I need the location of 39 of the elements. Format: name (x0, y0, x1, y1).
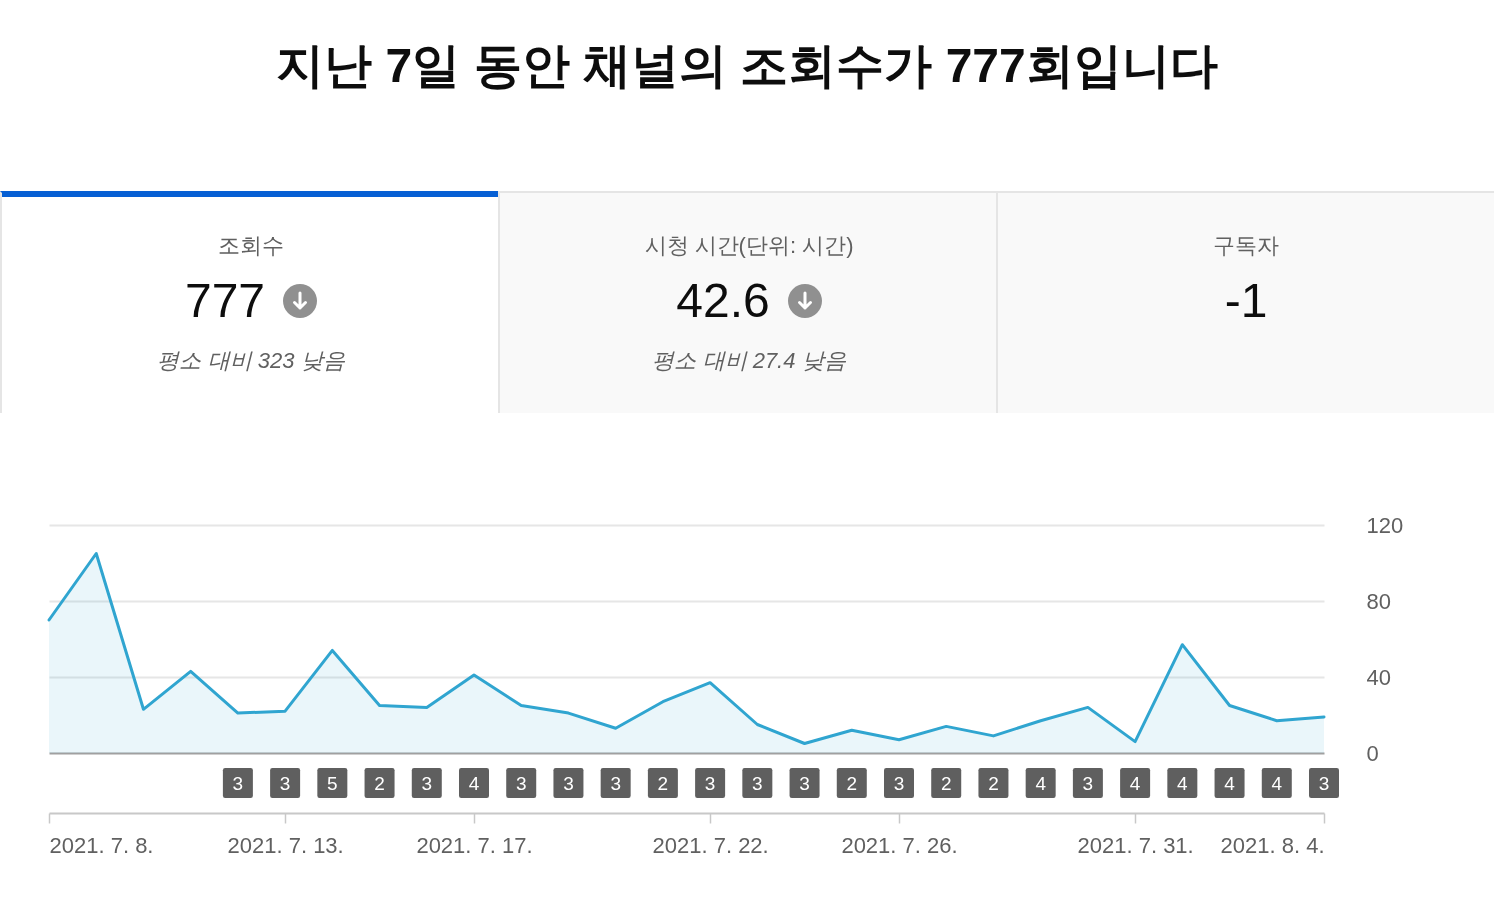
text: 4 (1271, 773, 1283, 794)
text: 3 (279, 773, 291, 794)
x-tick-label: 2021. 8. 4. (1220, 832, 1325, 858)
text: 3 (799, 773, 810, 794)
text: 4 (1224, 773, 1236, 794)
text: 3 (1082, 773, 1094, 794)
text: 5 (327, 773, 338, 794)
text: 2 (846, 773, 858, 794)
text: 4 (1177, 773, 1189, 794)
text: 3 (515, 773, 527, 794)
text: 4 (1129, 773, 1141, 794)
text: 3 (421, 773, 433, 794)
x-tick-label: 2021. 7. 31. (1077, 832, 1194, 858)
y-tick-label: 40 (1366, 664, 1391, 690)
text: 3 (232, 773, 244, 794)
x-tick-label: 2021. 7. 26. (841, 832, 958, 858)
metric-tab[interactable]: 시청 시간(단위: 시간) 42.6 평소 대비 27.4 낮음 (498, 191, 998, 413)
text: 3 (893, 773, 905, 794)
text: 4 (1035, 773, 1047, 794)
text: 2 (940, 773, 952, 794)
x-tick-label: 2021. 7. 8. (49, 832, 154, 858)
text: 3 (704, 773, 716, 794)
text: 3 (752, 773, 763, 794)
text: 4 (468, 773, 480, 794)
text: 3 (1318, 773, 1330, 794)
metric-tab[interactable]: 조회수 777 평소 대비 323 낮음 (0, 191, 500, 413)
text: 2 (374, 773, 385, 794)
text: 3 (563, 773, 574, 794)
y-tick-label: 120 (1366, 512, 1404, 538)
y-tick-label: 80 (1366, 588, 1391, 614)
text: 지난 7일 동안 채널의 조회수가 777회입니다 (275, 38, 1219, 94)
x-tick-label: 2021. 7. 17. (416, 832, 533, 858)
text: 2 (988, 773, 999, 794)
text: 2 (657, 773, 669, 794)
metric-tab[interactable]: 구독자 -1 (996, 191, 1494, 413)
y-tick-label: 0 (1366, 740, 1379, 766)
x-tick-label: 2021. 7. 13. (227, 832, 344, 858)
text: 3 (610, 773, 621, 794)
x-tick-label: 2021. 7. 22. (652, 832, 769, 858)
